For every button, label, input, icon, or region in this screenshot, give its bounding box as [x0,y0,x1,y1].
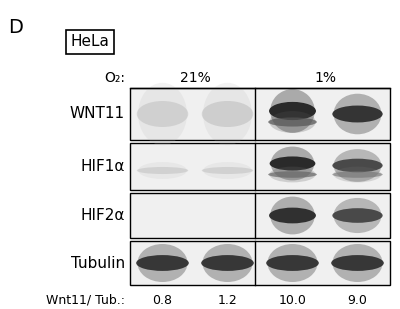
Text: 1%: 1% [314,71,336,85]
Ellipse shape [202,167,253,174]
Ellipse shape [269,102,316,120]
Text: Wnt11/ Tub.:: Wnt11/ Tub.: [46,294,125,307]
Ellipse shape [202,244,252,282]
Bar [130,143,390,190]
Ellipse shape [334,167,382,182]
Text: HIF1α: HIF1α [80,159,125,174]
Ellipse shape [332,171,383,178]
Ellipse shape [332,106,383,122]
Ellipse shape [331,255,384,271]
Ellipse shape [269,208,316,223]
Ellipse shape [137,101,188,127]
Ellipse shape [332,244,382,282]
Text: O₂:: O₂: [104,71,125,85]
Text: WNT11: WNT11 [70,107,125,121]
Ellipse shape [270,89,315,133]
Bar [130,193,390,238]
Ellipse shape [271,146,314,180]
Ellipse shape [202,101,253,127]
Ellipse shape [332,208,383,223]
Ellipse shape [203,83,252,145]
Ellipse shape [334,94,382,134]
Ellipse shape [268,171,317,178]
Text: HeLa: HeLa [70,35,110,49]
Text: 0.8: 0.8 [152,294,172,307]
Ellipse shape [201,255,254,271]
Ellipse shape [270,167,316,182]
Text: 9.0: 9.0 [348,294,368,307]
Ellipse shape [268,244,318,282]
Text: Tubulin: Tubulin [71,256,125,270]
Ellipse shape [138,83,187,145]
Text: 10.0: 10.0 [278,294,306,307]
Ellipse shape [266,255,319,271]
Text: D: D [8,18,23,37]
Ellipse shape [270,156,315,171]
Ellipse shape [334,149,382,182]
Ellipse shape [203,162,252,179]
Ellipse shape [138,244,188,282]
Ellipse shape [332,159,383,172]
Text: 21%: 21% [180,71,210,85]
Ellipse shape [138,162,187,179]
Ellipse shape [137,167,188,174]
Bar [130,241,390,285]
Text: 1.2: 1.2 [218,294,237,307]
Text: HIF2α: HIF2α [80,208,125,223]
Ellipse shape [136,255,189,271]
Bar [130,88,390,140]
Ellipse shape [268,117,317,127]
Ellipse shape [334,198,382,233]
Ellipse shape [270,111,316,133]
Ellipse shape [270,197,315,235]
